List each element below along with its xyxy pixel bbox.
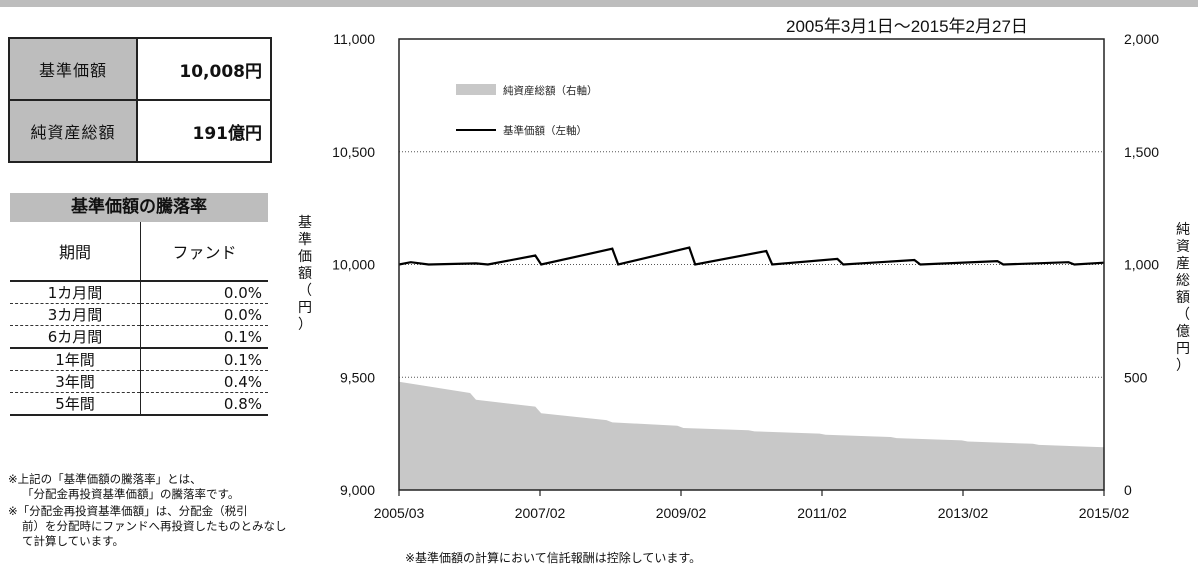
table-row: 5年間 0.8% [10, 392, 268, 416]
rate-header-row: 期間 ファンド [10, 222, 268, 282]
x-tick-label: 2005/03 [374, 505, 425, 521]
axis-label-char: 円 [298, 300, 312, 316]
axis-label-char: （ [298, 283, 312, 299]
x-tick-label: 2009/02 [656, 505, 707, 521]
legend-swatch-area [456, 84, 496, 95]
axis-label-char: 資 [1176, 239, 1190, 255]
rate-value: 0.8% [140, 392, 268, 416]
axis-label-char: 純 [1176, 222, 1190, 238]
summary-label: 基準価額 [8, 37, 138, 101]
y-right-tick-label: 1,000 [1124, 257, 1159, 273]
rate-value: 0.0% [140, 281, 268, 304]
rate-period: 1カ月間 [10, 281, 141, 304]
rate-period: 3カ月間 [10, 303, 141, 326]
rate-value: 0.4% [140, 370, 268, 393]
axis-label-char: ） [298, 317, 312, 333]
axis-label-char: （ [1176, 307, 1190, 323]
table-row: 1カ月間 0.0% [10, 281, 268, 304]
y-left-tick-label: 10,500 [332, 144, 375, 160]
y-left-tick-label: 11,000 [333, 31, 375, 47]
axis-label-char: 総 [1176, 273, 1190, 289]
header-bar [0, 0, 1198, 7]
legend-label-net-assets: 純資産総額（右軸） [503, 84, 598, 97]
axis-label-char: 価 [298, 249, 312, 265]
summary-value: 191億円 [136, 99, 272, 163]
rate-value: 0.0% [140, 303, 268, 326]
y-left-tick-label: 9,000 [340, 482, 375, 498]
table-row: 3年間 0.4% [10, 370, 268, 393]
summary-label: 純資産総額 [8, 99, 138, 163]
legend-label-nav: 基準価額（左軸） [503, 124, 587, 137]
note-line: 前）を分配時にファンドへ再投資したものとみなし [22, 519, 287, 533]
rate-value: 0.1% [140, 348, 268, 371]
x-tick-label: 2007/02 [515, 505, 566, 521]
axis-label-char: 額 [298, 266, 312, 282]
period-label: 2005年3月1日～2015年2月27日 [786, 17, 1028, 36]
note-line: て計算しています。 [22, 534, 125, 548]
axis-label-char: 円 [1176, 341, 1190, 357]
x-tick-label: 2011/02 [797, 505, 847, 521]
axis-label-char: 産 [1176, 256, 1190, 272]
axis-label-char: 億 [1176, 324, 1190, 340]
y-right-label: 純資産総額（億円） [1174, 222, 1192, 375]
axis-label-char: 準 [298, 232, 312, 248]
summary-value: 10,008円 [136, 37, 272, 101]
x-tick-label: 2015/02 [1079, 505, 1130, 521]
rate-header-period: 期間 [10, 222, 141, 282]
rate-period: 1年間 [10, 348, 141, 371]
rate-period: 6カ月間 [10, 325, 141, 349]
bottom-note: ※基準価額の計算において信託報酬は控除しています。 [405, 551, 702, 565]
table-row: 6カ月間 0.1% [10, 325, 268, 349]
summary-row: 純資産総額 191億円 [8, 99, 272, 163]
rate-table-title: 基準価額の騰落率 [10, 193, 268, 222]
nav-line [398, 246, 1105, 266]
x-ticks: 2005/03 2007/02 2009/02 2011/02 2013/02 2015/… [374, 490, 1130, 521]
net-assets-area [399, 381, 1104, 490]
y-left-tick-label: 9,500 [340, 369, 375, 385]
rate-header-fund: ファンド [140, 222, 268, 282]
y-right-tick-label: 2,000 [1124, 31, 1159, 47]
table-row: 1年間 0.1% [10, 348, 268, 371]
y-right-tick-label: 1,500 [1124, 144, 1159, 160]
x-tick-label: 2013/02 [938, 505, 989, 521]
chart-grid [399, 151, 1104, 378]
plot-frame [398, 38, 1105, 491]
legend: 純資産総額（右軸） 基準価額（左軸） [456, 84, 598, 137]
summary-row: 基準価額 10,008円 [8, 37, 272, 101]
rate-table: 期間 ファンド 1カ月間 0.0% 3カ月間 0.0% 6カ月間 0.1% 1年… [10, 222, 268, 416]
axis-label-char: 額 [1176, 290, 1190, 306]
summary-table: 基準価額 10,008円 純資産総額 191億円 [8, 37, 272, 163]
y-right-tick-label: 500 [1124, 369, 1148, 385]
note-line: 「分配金再投資基準価額」の騰落率です。 [22, 487, 240, 501]
y-right-tick-label: 0 [1124, 482, 1132, 498]
axis-label-char: 基 [298, 215, 312, 231]
y-right-ticks: 0 500 1,000 1,500 2,000 [1124, 31, 1159, 498]
rate-period: 3年間 [10, 370, 141, 393]
axis-label-char: ） [1176, 358, 1190, 374]
rate-value: 0.1% [140, 325, 268, 349]
rate-period: 5年間 [10, 392, 141, 416]
table-row: 3カ月間 0.0% [10, 303, 268, 326]
note-line: ※上記の「基準価額の騰落率」とは、 [8, 472, 202, 486]
note-line: ※「分配金再投資基準価額」は、分配金（税引 [8, 504, 248, 518]
y-left-label: 基準価額（円） [296, 215, 314, 334]
y-left-tick-label: 10,000 [332, 257, 375, 273]
y-left-ticks: 9,000 9,500 10,000 10,500 11,000 [332, 31, 375, 498]
